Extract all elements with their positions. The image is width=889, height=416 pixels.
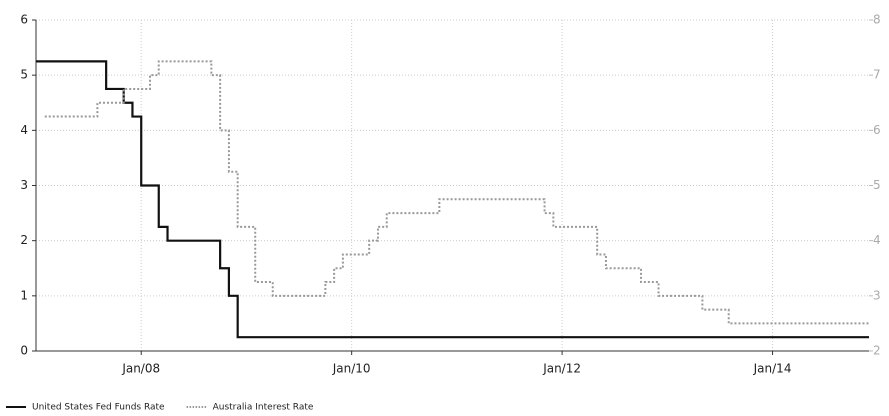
x-tick-label: Jan/10 (332, 362, 371, 376)
y2-tick-label: 3 (873, 288, 881, 302)
y-tick-label: 2 (20, 233, 28, 247)
legend-label: Australia Interest Rate (213, 403, 314, 413)
y-tick-label: 3 (20, 178, 28, 192)
y2-tick-label: 6 (873, 123, 881, 137)
y2-tick-label: 5 (873, 178, 881, 192)
line-series (44, 60, 869, 325)
y-tick-label: 4 (20, 123, 28, 137)
y-tick-label: 5 (20, 68, 28, 82)
x-tick-label: Jan/12 (542, 362, 581, 376)
y2-tick-label: 2 (873, 344, 881, 358)
y2-tick-label: 4 (873, 233, 881, 247)
x-tick-label: Jan/14 (753, 362, 792, 376)
y-tick-label: 0 (20, 344, 28, 358)
y2-tick-label: 7 (873, 68, 881, 82)
y2-tick-label: 8 (873, 13, 881, 27)
y-tick-label: 1 (20, 288, 28, 302)
y-tick-label: 6 (20, 13, 28, 27)
legend: United States Fed Funds Rate Australia In… (6, 403, 314, 413)
x-tick-label: Jan/08 (121, 362, 160, 376)
legend-label: United States Fed Funds Rate (32, 403, 165, 413)
